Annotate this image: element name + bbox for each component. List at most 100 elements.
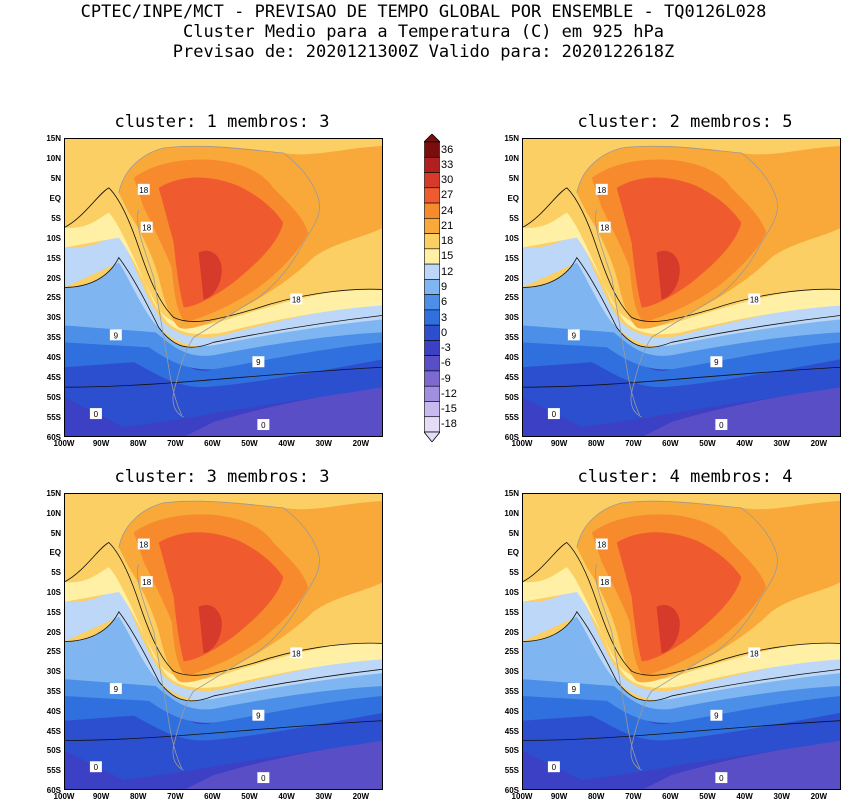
temp-band-30 <box>656 250 680 300</box>
lat-label: 15S <box>46 607 61 617</box>
svg-text:18: 18 <box>292 649 301 658</box>
svg-text:18: 18 <box>750 295 759 304</box>
lat-label: 45S <box>504 726 519 736</box>
lat-label: 10N <box>504 153 519 163</box>
svg-text:0: 0 <box>719 774 724 783</box>
lat-label: 5N <box>50 173 61 183</box>
lon-label: 70W <box>167 792 184 801</box>
svg-text:18: 18 <box>139 186 148 195</box>
lon-label: 20W <box>352 439 370 448</box>
colorbar-label: 6 <box>441 296 448 309</box>
colorbar-swatch <box>424 385 440 402</box>
lon-label: 50W <box>699 792 716 801</box>
contour-line <box>522 542 841 676</box>
colorbar-swatch <box>424 416 440 433</box>
lat-label: 60S <box>504 786 519 795</box>
lat-label: 15S <box>46 253 61 263</box>
colorbar-swatch <box>424 355 440 372</box>
contour-line <box>64 542 383 676</box>
svg-text:18: 18 <box>597 186 606 195</box>
lon-label: 100W <box>511 792 533 801</box>
contour-line <box>64 720 383 741</box>
svg-text:0: 0 <box>261 421 266 430</box>
lat-label: 10S <box>46 233 61 243</box>
lon-label: 90W <box>550 439 568 448</box>
lon-label: 60W <box>204 439 221 448</box>
svg-text:9: 9 <box>114 331 119 340</box>
temp-band-3 <box>522 691 841 741</box>
lat-label: 40S <box>504 353 519 363</box>
svg-text:9: 9 <box>714 712 719 721</box>
lon-label: 100W <box>511 439 533 448</box>
svg-text:9: 9 <box>572 331 577 340</box>
lat-label: 45S <box>46 373 61 383</box>
lat-label: 25S <box>504 293 519 303</box>
lat-label: 40S <box>46 353 61 363</box>
panel-title-4: cluster: 4 membros: 4 <box>577 467 793 487</box>
lon-label: 80W <box>129 439 147 448</box>
temp-band-12 <box>522 232 841 347</box>
contour-label: 18 <box>137 183 150 195</box>
temp-band-6 <box>522 673 841 723</box>
lon-label: 40W <box>736 439 753 448</box>
colorbar-swatch <box>424 279 440 295</box>
colorbar-label: 12 <box>441 265 454 278</box>
temp-band-3 <box>64 337 383 388</box>
contour-label: 18 <box>595 183 608 195</box>
contour-label: 18 <box>748 647 761 658</box>
coastline <box>118 500 320 771</box>
colorbar-swatch <box>424 248 440 265</box>
lon-label: 40W <box>736 792 753 801</box>
temp-band-15 <box>64 567 383 688</box>
lat-label: 55S <box>504 413 519 423</box>
colorbar-swatch <box>424 370 440 387</box>
lat-label: 50S <box>504 746 519 756</box>
temp-band-9 <box>64 257 383 356</box>
temp-band-9 <box>522 257 841 356</box>
svg-text:18: 18 <box>139 540 148 549</box>
svg-text:18: 18 <box>600 224 609 233</box>
colorbar-label: -15 <box>441 403 457 416</box>
colorbar-label: 21 <box>441 219 454 232</box>
colorbar-swatch <box>424 233 440 250</box>
colorbar-top-arrow <box>424 134 440 143</box>
contour-line <box>64 256 383 348</box>
temp-band-30 <box>656 604 680 654</box>
svg-text:18: 18 <box>142 578 151 587</box>
svg-text:18: 18 <box>142 224 151 233</box>
temperature-map-3: 18 18 18 9 9 0 0 <box>64 493 383 790</box>
lat-label: 5N <box>508 173 519 183</box>
colorbar-swatch <box>424 141 440 158</box>
lat-label: 15N <box>46 134 61 143</box>
colorbar-label: -9 <box>441 372 451 385</box>
lon-label: 60W <box>662 439 679 448</box>
lat-label: 50S <box>46 393 61 403</box>
lon-label: 30W <box>315 439 332 448</box>
lat-label: 15N <box>504 489 519 498</box>
lat-label: 5S <box>509 568 519 578</box>
lat-label: 15S <box>504 253 519 263</box>
colorbar-swatch <box>424 172 440 189</box>
coastline <box>576 500 778 771</box>
lon-label: 70W <box>625 792 642 801</box>
svg-text:18: 18 <box>292 295 301 304</box>
lon-label: 50W <box>241 439 258 448</box>
lat-label: 55S <box>46 766 61 776</box>
lat-label: 35S <box>504 687 519 696</box>
colorbar-label: -3 <box>441 342 451 355</box>
colorbar-swatch <box>424 309 440 326</box>
lon-label: 60W <box>204 792 221 801</box>
colorbar-label: 27 <box>441 189 454 202</box>
lon-label: 70W <box>167 439 184 448</box>
lat-label: 45S <box>504 373 519 383</box>
lon-label: 90W <box>92 792 110 801</box>
lat-label: 35S <box>46 333 61 343</box>
lon-label: 20W <box>810 439 828 448</box>
colorbar-swatch <box>424 202 440 219</box>
contour-label: 0 <box>89 761 102 772</box>
svg-text:18: 18 <box>600 578 609 587</box>
contour-label: 18 <box>595 538 608 549</box>
lat-label: 30S <box>504 313 519 323</box>
lat-label: 50S <box>46 746 61 756</box>
lon-label: 100W <box>53 792 75 801</box>
